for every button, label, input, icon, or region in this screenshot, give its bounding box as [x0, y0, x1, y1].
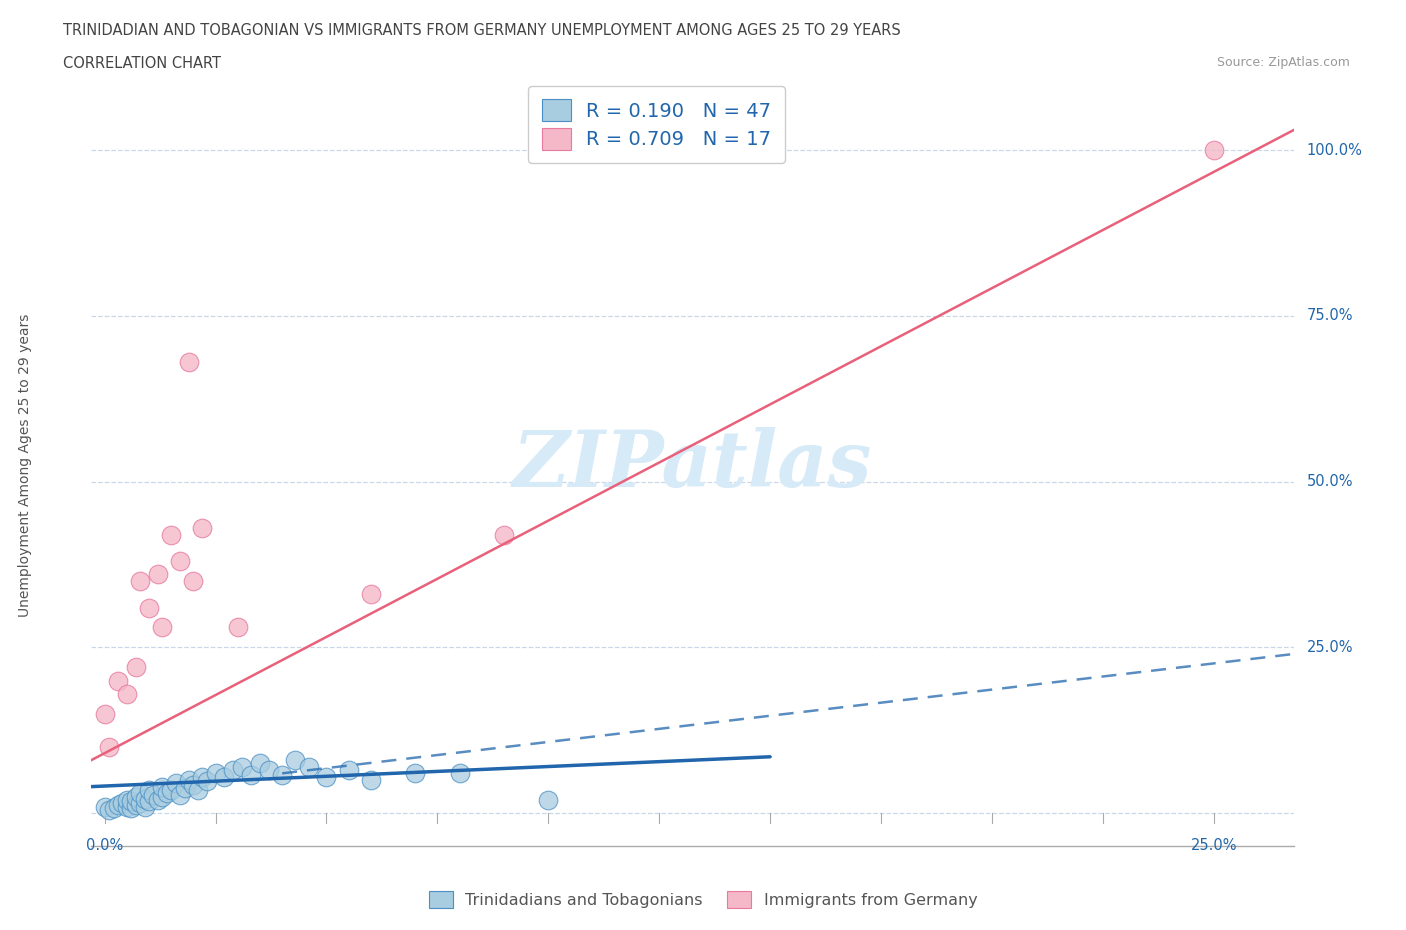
Point	[449, 766, 471, 781]
Point	[129, 786, 152, 801]
Point	[315, 769, 337, 784]
Point	[160, 782, 183, 797]
Text: CORRELATION CHART: CORRELATION CHART	[63, 56, 221, 71]
Point	[142, 787, 165, 802]
Point	[134, 799, 156, 814]
Point	[138, 782, 160, 797]
Point	[115, 686, 138, 701]
Point	[177, 354, 200, 369]
Point	[93, 799, 115, 814]
Point	[115, 792, 138, 807]
Point	[150, 779, 173, 794]
Point	[146, 567, 169, 582]
Point	[169, 553, 191, 568]
Point	[257, 763, 280, 777]
Point	[337, 763, 360, 777]
Text: 50.0%: 50.0%	[1306, 474, 1354, 489]
Text: TRINIDADIAN AND TOBAGONIAN VS IMMIGRANTS FROM GERMANY UNEMPLOYMENT AMONG AGES 25: TRINIDADIAN AND TOBAGONIAN VS IMMIGRANTS…	[63, 23, 901, 38]
Point	[360, 587, 382, 602]
Text: Source: ZipAtlas.com: Source: ZipAtlas.com	[1216, 56, 1350, 69]
Point	[537, 792, 560, 807]
Point	[173, 780, 195, 795]
Point	[204, 766, 226, 781]
Point	[111, 796, 134, 811]
Point	[191, 769, 214, 784]
Point	[138, 794, 160, 809]
Point	[150, 620, 173, 635]
Point	[183, 777, 205, 792]
Point	[191, 521, 214, 536]
Point	[129, 796, 152, 811]
Point	[169, 787, 191, 802]
Point	[492, 527, 515, 542]
Point	[284, 752, 307, 767]
Point	[240, 767, 263, 782]
Point	[156, 786, 179, 801]
Text: 25.0%: 25.0%	[1306, 640, 1354, 655]
Point	[107, 673, 129, 688]
Point	[103, 801, 125, 816]
Point	[138, 600, 160, 615]
Point	[160, 527, 183, 542]
Point	[150, 790, 173, 804]
Point	[125, 798, 148, 813]
Text: ZIPatlas: ZIPatlas	[513, 427, 872, 503]
Point	[165, 776, 187, 790]
Point	[177, 773, 200, 788]
Point	[98, 803, 121, 817]
Point	[360, 773, 382, 788]
Point	[120, 794, 142, 809]
Point	[404, 766, 426, 781]
Point	[231, 759, 253, 774]
Point	[134, 791, 156, 806]
Point	[271, 767, 294, 782]
Text: Unemployment Among Ages 25 to 29 years: Unemployment Among Ages 25 to 29 years	[18, 313, 32, 617]
Legend: R = 0.190   N = 47, R = 0.709   N = 17: R = 0.190 N = 47, R = 0.709 N = 17	[527, 86, 785, 163]
Point	[195, 774, 218, 789]
Text: 75.0%: 75.0%	[1306, 309, 1354, 324]
Point	[129, 574, 152, 589]
Point	[146, 792, 169, 807]
Point	[249, 756, 271, 771]
Point	[226, 620, 249, 635]
Point	[125, 659, 148, 674]
Text: 0.0%: 0.0%	[86, 838, 124, 854]
Point	[125, 790, 148, 804]
Text: 25.0%: 25.0%	[1191, 838, 1237, 854]
Point	[1202, 142, 1225, 157]
Point	[120, 801, 142, 816]
Point	[298, 759, 321, 774]
Point	[98, 739, 121, 754]
Point	[183, 574, 205, 589]
Legend: Trinidadians and Tobagonians, Immigrants from Germany: Trinidadians and Tobagonians, Immigrants…	[420, 884, 986, 916]
Point	[107, 798, 129, 813]
Point	[214, 769, 236, 784]
Point	[187, 782, 209, 797]
Point	[93, 706, 115, 721]
Text: 100.0%: 100.0%	[1306, 142, 1362, 157]
Point	[222, 763, 245, 777]
Point	[115, 799, 138, 814]
